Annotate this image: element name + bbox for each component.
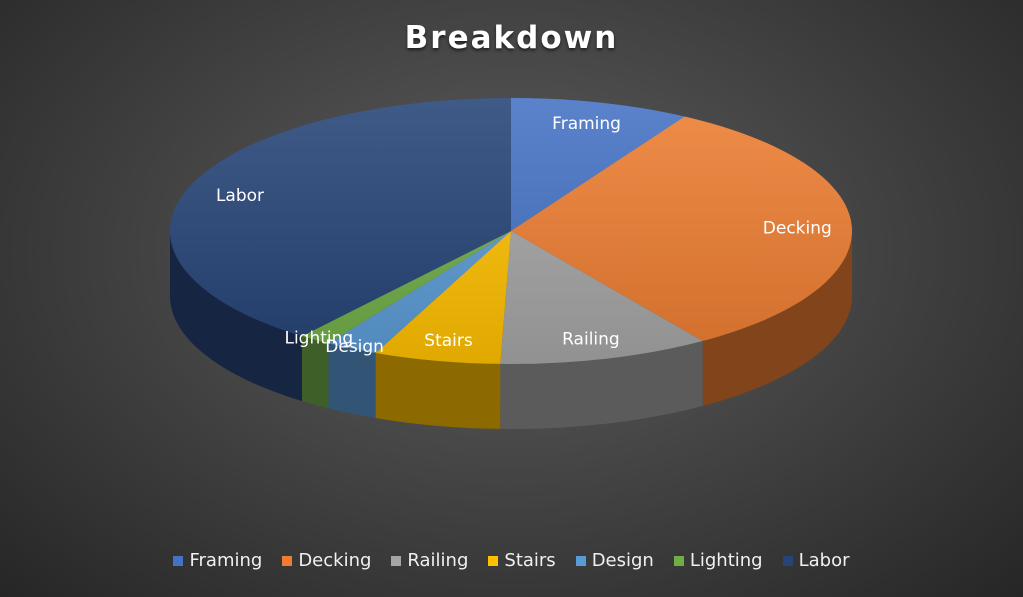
slice-label-labor: Labor xyxy=(216,186,264,206)
legend-label-labor: Labor xyxy=(798,550,850,571)
legend-label-decking: Decking xyxy=(298,550,372,571)
slice-label-lighting: Lighting xyxy=(284,329,353,349)
legend-swatch-design xyxy=(575,555,586,566)
slice-label-design: Design xyxy=(325,337,384,357)
slice-label-railing: Railing xyxy=(562,329,620,349)
legend-entry-stairs: Stairs xyxy=(488,550,556,571)
pie-side-railing xyxy=(500,341,703,429)
legend-swatch-stairs xyxy=(488,555,499,566)
pie-side-decking xyxy=(702,231,852,407)
legend-swatch-decking xyxy=(282,555,293,566)
legend-label-design: Design xyxy=(591,550,654,571)
legend-label-railing: Railing xyxy=(407,550,469,571)
legend-entry-lighting: Lighting xyxy=(673,550,763,571)
legend: Framing Decking Railing Stairs Design Lightin… xyxy=(0,550,1023,571)
slice-labels: Framing Decking Railing Stairs DesignLightin… xyxy=(216,114,832,357)
legend-entry-decking: Decking xyxy=(282,550,371,571)
pie-side-labor xyxy=(170,231,302,402)
legend-entry-design: Design xyxy=(575,550,654,571)
legend-label-stairs: Stairs xyxy=(504,550,556,571)
slice-label-framing: Framing xyxy=(552,114,621,134)
slice-label-stairs: Stairs xyxy=(424,331,473,351)
pie-top-gloss xyxy=(170,98,852,364)
pie-sides xyxy=(170,231,852,429)
chart-title: Breakdown xyxy=(404,20,619,56)
legend-swatch-framing xyxy=(173,555,184,566)
pie-side-design xyxy=(328,343,376,419)
legend-swatch-lighting xyxy=(673,555,684,566)
legend-entry-framing: Framing xyxy=(173,550,262,571)
legend-label-framing: Framing xyxy=(189,550,263,571)
slice-label-decking: Decking xyxy=(763,218,832,238)
pie-top-shading xyxy=(170,98,852,364)
pie-side-lighting xyxy=(301,336,329,409)
pie-side-stairs xyxy=(375,353,501,429)
legend-entry-labor: Labor xyxy=(782,550,850,571)
legend-label-lighting: Lighting xyxy=(689,550,763,571)
legend-swatch-labor xyxy=(782,555,793,566)
legend-swatch-railing xyxy=(391,555,402,566)
legend-entry-railing: Railing xyxy=(391,550,468,571)
